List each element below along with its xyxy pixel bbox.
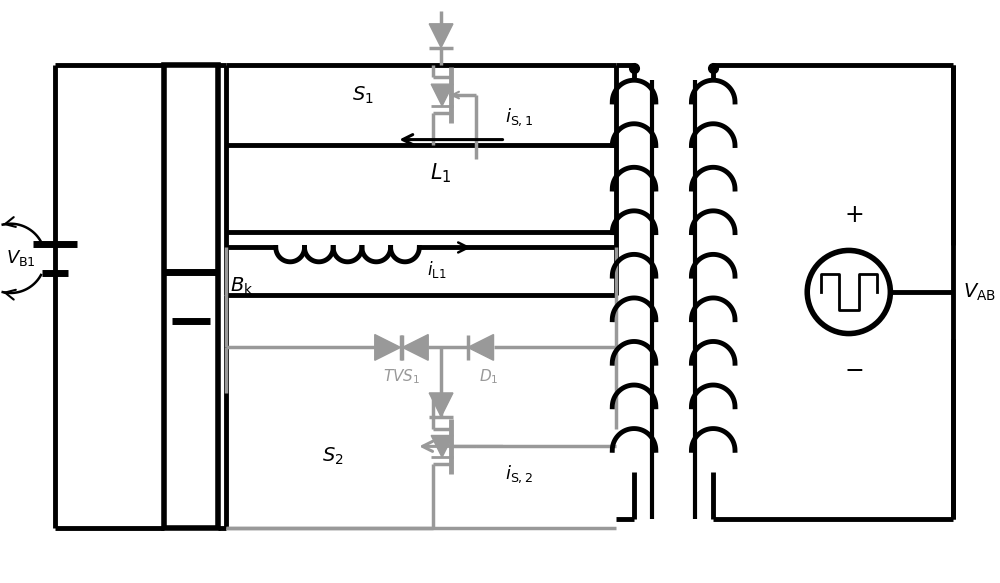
Text: $i_{{\rm S},1}$: $i_{{\rm S},1}$ (505, 106, 534, 128)
Polygon shape (468, 335, 494, 360)
Polygon shape (402, 335, 428, 360)
Text: $-$: $-$ (844, 357, 863, 381)
Text: $S_1$: $S_1$ (352, 85, 374, 106)
Text: $i_{\rm L1}$: $i_{\rm L1}$ (427, 259, 447, 280)
Text: $+$: $+$ (844, 203, 863, 227)
Text: $V_{\rm AB}$: $V_{\rm AB}$ (963, 282, 996, 303)
Text: $TVS_1$: $TVS_1$ (383, 368, 420, 387)
Polygon shape (429, 393, 453, 417)
Polygon shape (431, 84, 453, 106)
Text: $D_1$: $D_1$ (479, 368, 498, 387)
Polygon shape (431, 436, 453, 457)
Text: $V_{\rm B1}$: $V_{\rm B1}$ (6, 248, 35, 268)
Text: $S_2$: $S_2$ (322, 445, 344, 467)
Text: $B_{\rm k}$: $B_{\rm k}$ (230, 276, 254, 297)
Text: $i_{{\rm S},2}$: $i_{{\rm S},2}$ (505, 463, 534, 485)
Polygon shape (375, 335, 401, 360)
Bar (164, 65, 218, 528)
Polygon shape (429, 24, 453, 48)
Text: $L_1$: $L_1$ (430, 161, 452, 185)
